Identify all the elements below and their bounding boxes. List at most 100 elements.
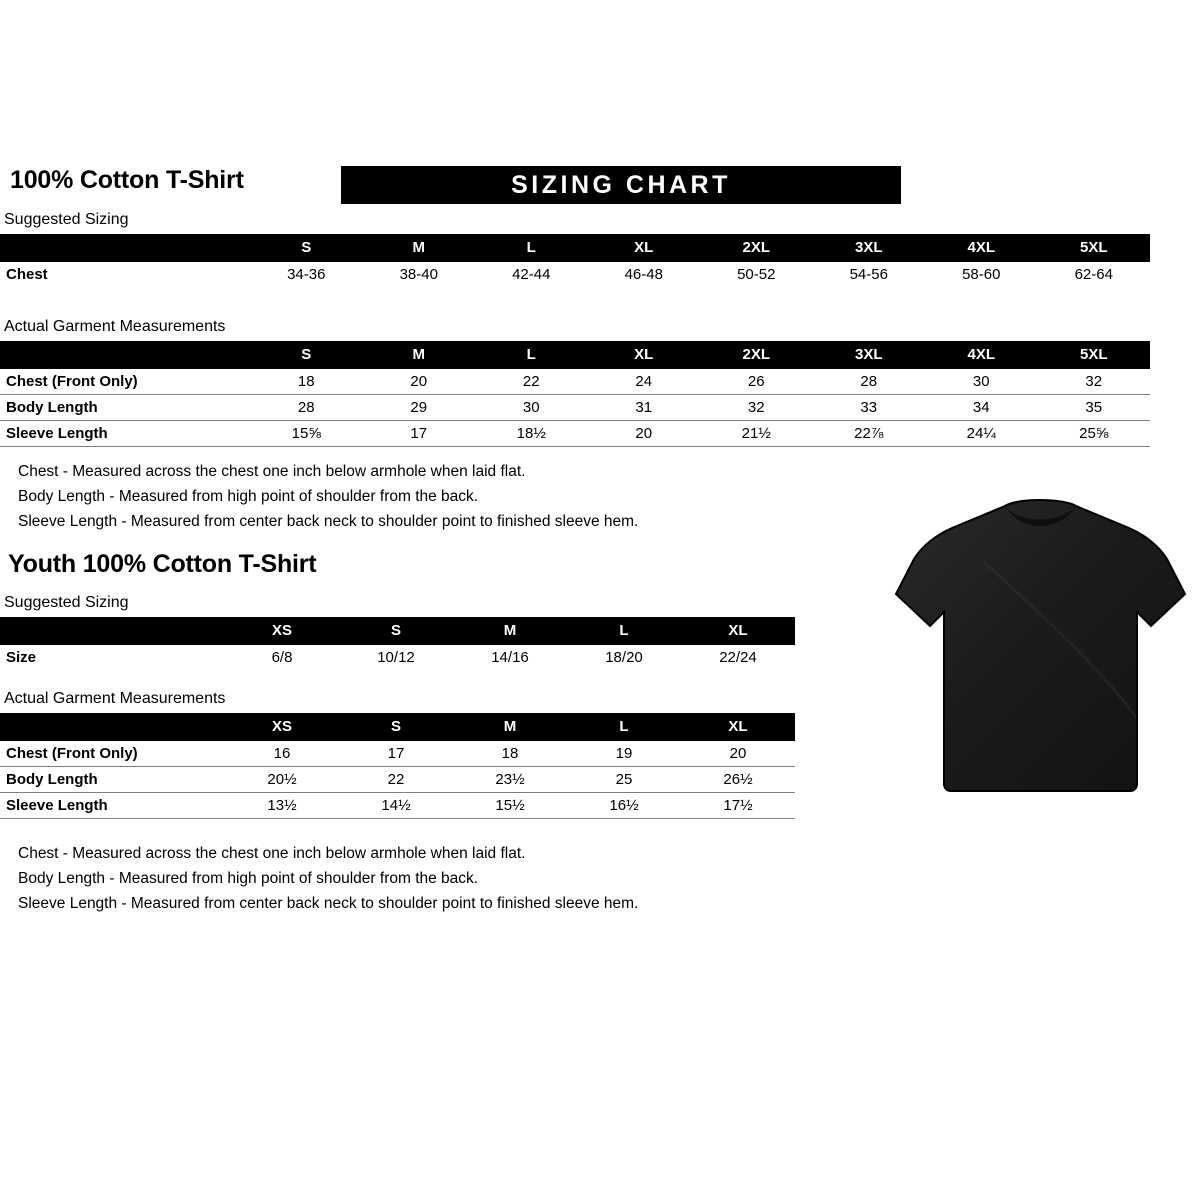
adult-actual-caption: Actual Garment Measurements	[4, 318, 226, 335]
measurement-cell: 15½	[453, 792, 567, 819]
measurement-cell: 17	[362, 420, 475, 447]
row-label: Sleeve Length	[0, 792, 225, 819]
table-header-row: S M L XL 2XL 3XL 4XL 5XL	[0, 234, 1150, 262]
measurement-cell: 14/16	[491, 649, 529, 666]
measurement-cell: 21½	[700, 420, 813, 447]
header-cell-size: 4XL	[967, 346, 995, 363]
adult-actual-table: S M L XL 2XL 3XL 4XL 5XL Chest (Front Only) 18 20 2…	[0, 341, 1150, 447]
header-cell-size: S	[390, 718, 401, 735]
measurement-cell: 6/8	[271, 649, 293, 666]
measurement-cell: 19	[615, 745, 633, 762]
measurement-cell: 32	[700, 394, 813, 421]
measurement-cell: 22	[522, 373, 540, 390]
measurement-cell: 31	[587, 394, 700, 421]
measurement-cell: 20	[729, 745, 747, 762]
measurement-cell: 23½	[453, 766, 567, 793]
header-cell-size: 2XL	[742, 346, 770, 363]
header-cell-size: M	[503, 718, 517, 735]
header-cell-size: M	[412, 239, 426, 256]
table-header-row: S M L XL 2XL 3XL 4XL 5XL	[0, 341, 1150, 369]
header-cell-size: 3XL	[854, 239, 883, 256]
adult-suggested-table: S M L XL 2XL 3XL 4XL 5XL Chest 34-36 38-40 42-44 46-…	[0, 234, 1150, 287]
youth-suggested-caption: Suggested Sizing	[4, 594, 129, 611]
measurement-cell: 54-56	[849, 266, 888, 283]
header-cell-size: 2XL	[742, 239, 770, 256]
adult-suggested-caption: Suggested Sizing	[4, 211, 129, 228]
row-label: Body Length	[0, 766, 225, 793]
table-row: Sleeve Length 15⅝ 17 18½ 20 21½ 22⅞ 24¼ 25⅝	[0, 420, 1150, 447]
note-line: Sleeve Length - Measured from center bac…	[18, 513, 639, 530]
table-header-row: XS S M L XL	[0, 713, 795, 741]
measurement-cell: 24¼	[925, 420, 1038, 447]
measurement-cell: 46-48	[624, 266, 663, 283]
measurement-cell: 14½	[339, 792, 453, 819]
header-cell-size: L	[526, 346, 536, 363]
table-row: Chest (Front Only) 16 17 18 19 20	[0, 741, 795, 767]
header-cell-size: XS	[271, 622, 292, 639]
header-cell-size: 5XL	[1079, 239, 1108, 256]
measurement-cell: 13½	[225, 792, 339, 819]
measurement-cell: 20	[410, 373, 428, 390]
measurement-cell: 17	[387, 745, 405, 762]
note-line: Sleeve Length - Measured from center bac…	[18, 895, 639, 912]
youth-actual-table: XS S M L XL Chest (Front Only) 16 17 18 19 20 Body …	[0, 713, 795, 819]
measurement-cell: 10/12	[377, 649, 415, 666]
table-row: Chest (Front Only) 18 20 22 24 26 28 30 32	[0, 369, 1150, 395]
measurement-cell: 58-60	[962, 266, 1001, 283]
row-label: Sleeve Length	[0, 420, 250, 447]
row-label: Chest (Front Only)	[6, 745, 138, 762]
adult-notes: Chest - Measured across the chest one in…	[18, 459, 638, 534]
measurement-cell: 20	[587, 420, 700, 447]
row-label: Chest (Front Only)	[6, 373, 138, 390]
measurement-cell: 25⅝	[1037, 420, 1150, 447]
header-cell-size: M	[412, 346, 426, 363]
header-cell-size: XL	[728, 622, 748, 639]
tshirt-illustration	[894, 498, 1187, 792]
measurement-cell: 35	[1037, 394, 1150, 421]
measurement-cell: 30	[475, 394, 588, 421]
measurement-cell: 22/24	[719, 649, 757, 666]
header-cell-size: L	[619, 718, 629, 735]
row-label: Chest	[6, 266, 48, 283]
header-cell-size: XL	[634, 346, 654, 363]
measurement-cell: 33	[812, 394, 925, 421]
header-cell-size: 5XL	[1079, 346, 1108, 363]
measurement-cell: 30	[972, 373, 990, 390]
header-cell-size: XL	[728, 718, 748, 735]
measurement-cell: 20½	[225, 766, 339, 793]
measurement-cell: 62-64	[1074, 266, 1113, 283]
header-cell-size: XL	[634, 239, 654, 256]
measurement-cell: 17½	[681, 792, 795, 819]
measurement-cell: 18/20	[605, 649, 643, 666]
measurement-cell: 32	[1085, 373, 1103, 390]
note-line: Chest - Measured across the chest one in…	[18, 463, 526, 480]
header-cell-size: S	[390, 622, 401, 639]
header-cell-size: L	[619, 622, 629, 639]
measurement-cell: 38-40	[399, 266, 438, 283]
adult-section-title: 100% Cotton T-Shirt	[10, 166, 244, 194]
table-row: Chest 34-36 38-40 42-44 46-48 50-52 54-56 58-60…	[0, 262, 1150, 287]
header-cell-size: XS	[271, 718, 292, 735]
table-row: Body Length 28 29 30 31 32 33 34 35	[0, 394, 1150, 421]
measurement-cell: 18½	[475, 420, 588, 447]
note-line: Body Length - Measured from high point o…	[18, 488, 479, 505]
measurement-cell: 34	[925, 394, 1038, 421]
header-cell-size: M	[503, 622, 517, 639]
measurement-cell: 16½	[567, 792, 681, 819]
measurement-cell: 18	[501, 745, 519, 762]
table-row: Body Length 20½ 22 23½ 25 26½	[0, 766, 795, 793]
measurement-cell: 28	[860, 373, 878, 390]
measurement-cell: 26½	[681, 766, 795, 793]
measurement-cell: 42-44	[512, 266, 551, 283]
table-header-row: XS S M L XL	[0, 617, 795, 645]
table-row: Size 6/8 10/12 14/16 18/20 22/24	[0, 645, 795, 670]
measurement-cell: 16	[273, 745, 291, 762]
header-cell-rowlabel	[0, 341, 250, 369]
header-cell-size: 3XL	[854, 346, 883, 363]
youth-actual-caption: Actual Garment Measurements	[4, 690, 226, 707]
youth-suggested-table: XS S M L XL Size 6/8 10/12 14/16 18/20 22/24	[0, 617, 795, 670]
measurement-cell: 26	[747, 373, 765, 390]
header-cell-size: S	[301, 239, 312, 256]
header-cell-rowlabel	[0, 234, 250, 262]
